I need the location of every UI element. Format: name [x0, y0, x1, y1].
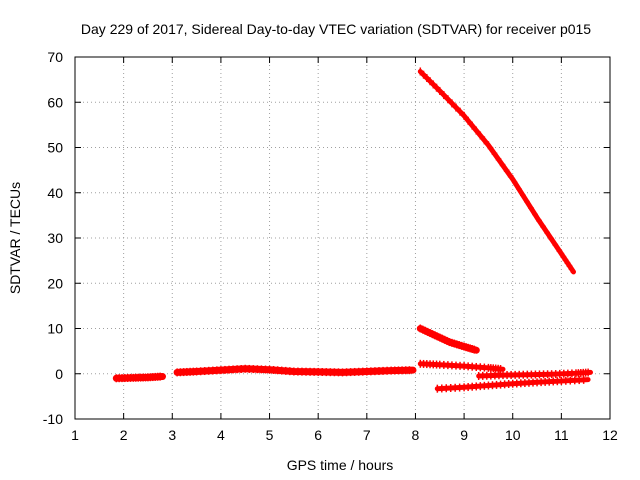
y-tick-label: 70: [47, 49, 63, 65]
data-jitter: [115, 67, 589, 393]
x-axis-label: GPS time / hours: [287, 457, 394, 473]
x-tick-label: 11: [554, 427, 569, 443]
x-tick-label: 12: [602, 427, 618, 443]
y-tick-label: -10: [43, 411, 63, 427]
y-tick-label: 50: [47, 140, 63, 156]
grid: [75, 57, 610, 419]
x-tick-label: 8: [412, 427, 420, 443]
x-tick-label: 5: [266, 427, 274, 443]
y-axis-label: SDTVAR / TECUs: [7, 182, 23, 294]
y-tick-label: 20: [47, 275, 63, 291]
x-tick-label: 2: [120, 427, 128, 443]
y-tick-label: 10: [47, 321, 63, 337]
y-tick-label: 0: [55, 366, 63, 382]
y-tick-label: 40: [47, 185, 63, 201]
x-tick-label: 10: [505, 427, 521, 443]
data-series: [112, 69, 593, 392]
y-tick-label: 30: [47, 230, 63, 246]
y-tick-label: 60: [47, 94, 63, 110]
y-axis: -10 0 10 20 30 40 50 60 70: [43, 49, 610, 427]
x-tick-label: 1: [71, 427, 79, 443]
series-arc-3: [417, 69, 576, 275]
x-tick-label: 4: [217, 427, 225, 443]
x-tick-label: 3: [168, 427, 176, 443]
x-tick-label: 7: [363, 427, 371, 443]
chart-title: Day 229 of 2017, Sidereal Day-to-day VTE…: [81, 21, 591, 37]
x-tick-label: 9: [460, 427, 468, 443]
x-axis: 1 2 3 4 5 6 7 8 9 10 11 12: [71, 57, 618, 443]
x-tick-label: 6: [314, 427, 322, 443]
